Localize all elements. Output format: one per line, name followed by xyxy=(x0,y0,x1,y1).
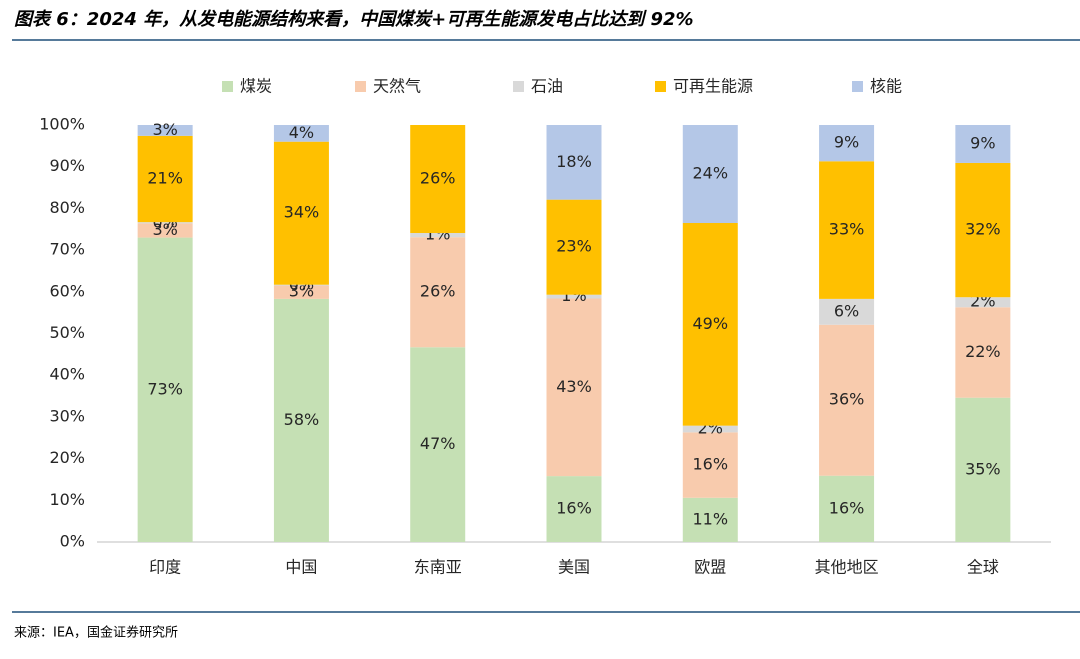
bar-segment xyxy=(955,397,1011,542)
y-tick-label: 60% xyxy=(49,281,85,300)
data-label: 11% xyxy=(693,509,729,528)
legend-swatch xyxy=(222,81,233,92)
bar-segment xyxy=(273,284,329,286)
y-tick-label: 40% xyxy=(49,365,85,384)
legend-label: 核能 xyxy=(870,77,902,96)
bar-segment xyxy=(137,125,193,136)
bar-segment xyxy=(546,298,602,477)
bar-segment xyxy=(955,162,1011,298)
x-tick-label: 东南亚 xyxy=(414,558,462,577)
data-label: 3% xyxy=(289,282,314,301)
data-label: 49% xyxy=(693,314,729,333)
bar-segment xyxy=(819,298,875,325)
legend-label: 石油 xyxy=(531,77,563,96)
y-tick-label: 0% xyxy=(60,532,85,551)
x-tick-label: 欧盟 xyxy=(694,558,726,577)
bar-segment xyxy=(955,307,1011,398)
bar-segment xyxy=(682,222,738,426)
bar-segment xyxy=(682,497,738,542)
bar-segment xyxy=(682,432,738,498)
data-label: 34% xyxy=(284,203,320,222)
data-label: 26% xyxy=(420,169,456,188)
bar-segment xyxy=(137,223,193,238)
legend-swatch xyxy=(655,81,666,92)
bar-segment xyxy=(819,475,875,542)
data-label: 35% xyxy=(965,459,1001,478)
data-label: 18% xyxy=(556,152,592,171)
bar-segment xyxy=(410,237,466,348)
data-label: 58% xyxy=(284,410,320,429)
bar-segment xyxy=(410,233,466,238)
data-label: 32% xyxy=(965,220,1001,239)
data-label: 36% xyxy=(829,390,865,409)
bar-segment xyxy=(682,125,738,223)
y-tick-label: 90% xyxy=(49,156,85,175)
bar-segment xyxy=(410,347,466,542)
y-tick-label: 10% xyxy=(49,490,85,509)
x-tick-label: 中国 xyxy=(285,558,317,577)
bar-segment xyxy=(955,125,1011,163)
data-label: 47% xyxy=(420,434,456,453)
bar-segment xyxy=(273,141,329,285)
bar-segment xyxy=(273,125,329,142)
x-tick-label: 全球 xyxy=(967,558,999,577)
data-label: 33% xyxy=(829,220,865,239)
data-label: 9% xyxy=(834,133,859,152)
data-label: 9% xyxy=(970,133,995,152)
bar-segment xyxy=(819,161,875,299)
data-label: 6% xyxy=(834,301,859,320)
bar-segment xyxy=(273,298,329,542)
bar-segment xyxy=(273,285,329,299)
bar-segment xyxy=(546,476,602,542)
bar-segment xyxy=(955,297,1011,308)
y-tick-label: 30% xyxy=(49,406,85,425)
legend-swatch xyxy=(852,81,863,92)
data-label: 73% xyxy=(147,379,183,398)
data-label: 23% xyxy=(556,237,592,256)
data-label: 43% xyxy=(556,377,592,396)
bar-segment xyxy=(546,294,602,299)
data-label: 16% xyxy=(556,499,592,518)
bar-segment xyxy=(137,237,193,542)
chart-title: 图表 6：2024 年，从发电能源结构来看，中国煤炭+可再生能源发电占比达到 9… xyxy=(14,9,694,30)
x-tick-label: 其他地区 xyxy=(815,558,879,577)
data-label: 24% xyxy=(693,163,729,182)
legend-swatch xyxy=(355,81,366,92)
y-tick-label: 80% xyxy=(49,198,85,217)
data-label: 21% xyxy=(147,169,183,188)
data-label: 26% xyxy=(420,282,456,301)
legend-label: 煤炭 xyxy=(240,77,272,96)
bar-segment xyxy=(819,125,875,162)
data-label: 3% xyxy=(152,120,177,139)
data-label: 4% xyxy=(289,123,314,142)
y-tick-label: 50% xyxy=(49,323,85,342)
x-tick-label: 印度 xyxy=(149,558,181,577)
data-label: 3% xyxy=(152,220,177,239)
legend-label: 可再生能源 xyxy=(673,77,753,96)
source-note: 来源：IEA，国金证券研究所 xyxy=(14,625,178,641)
bar-segment xyxy=(137,135,193,223)
y-tick-label: 100% xyxy=(39,115,85,134)
x-tick-label: 美国 xyxy=(558,558,590,577)
bar-segment xyxy=(137,222,193,224)
bar-segment xyxy=(546,125,602,200)
legend-label: 天然气 xyxy=(373,77,421,96)
bar-segment xyxy=(546,199,602,295)
bar-segment xyxy=(819,324,875,476)
data-label: 16% xyxy=(693,455,729,474)
data-label: 22% xyxy=(965,342,1001,361)
y-tick-label: 20% xyxy=(49,448,85,467)
data-label: 16% xyxy=(829,498,865,517)
y-tick-label: 70% xyxy=(49,240,85,259)
bar-segment xyxy=(410,125,466,234)
bar-segment xyxy=(682,425,738,433)
legend-swatch xyxy=(513,81,524,92)
